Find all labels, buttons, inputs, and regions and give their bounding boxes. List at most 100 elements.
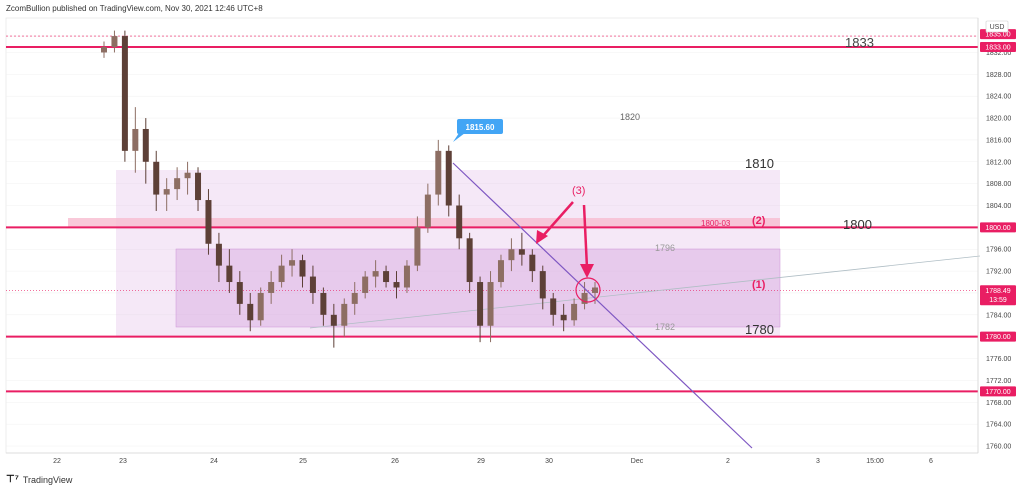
candle-body — [592, 287, 598, 293]
price-tag — [980, 331, 1016, 342]
candle-body — [132, 128, 139, 151]
price-tag — [980, 386, 1016, 397]
candle-body — [195, 172, 202, 201]
candles — [101, 30, 598, 348]
price-tick-label: 1772.00 — [986, 378, 1011, 385]
price-tick-label: 1824.00 — [986, 94, 1011, 101]
price-tag — [980, 285, 1016, 306]
time-tick-label: 26 — [391, 458, 399, 465]
high-callout-label: 1815.60 — [466, 123, 495, 132]
candle-body — [205, 200, 212, 244]
candle-body — [435, 150, 442, 195]
publisher-header: ZcomBullion published on TradingView.com… — [6, 4, 263, 13]
candle-body — [111, 36, 118, 47]
candle-body — [466, 238, 473, 283]
label-3: (3) — [572, 185, 585, 197]
candle-body — [236, 282, 243, 304]
time-tick-label: 29 — [477, 458, 485, 465]
price-tag-label: 1835.00 — [985, 32, 1010, 39]
price-tick-label: 1796.00 — [986, 247, 1011, 254]
level-label-1833: 1833 — [845, 35, 874, 50]
footer: ⊤⁷ TradingView — [6, 474, 72, 485]
zone-1800-03 — [68, 218, 780, 228]
price-tag-time: 13:59 — [989, 297, 1007, 304]
level-label-1820: 1820 — [620, 112, 640, 122]
price-tick-label: 1784.00 — [986, 312, 1011, 319]
price-tick-label: 1828.00 — [986, 72, 1011, 79]
candle-body — [362, 276, 369, 293]
tradingview-logo-icon[interactable]: ⊤⁷ — [6, 474, 19, 485]
time-axis[interactable]: 22 23 24 25 26 29 30 Dec 2 3 15:00 6 — [6, 452, 978, 465]
candle-body — [571, 303, 578, 321]
price-tag-label: 1800.00 — [985, 225, 1010, 232]
time-tick-label: 6 — [929, 458, 933, 465]
price-tick-label: 1820.00 — [986, 116, 1011, 123]
candle-body — [101, 47, 107, 53]
time-tick-label: 25 — [299, 458, 307, 465]
chart-grid — [5, 17, 979, 454]
label-2: (2) — [752, 215, 766, 227]
time-tick-label: 2 — [726, 458, 730, 465]
candle-body — [153, 161, 160, 195]
price-tick-label: 1832.00 — [986, 50, 1011, 57]
currency-badge — [985, 20, 1009, 33]
candle-body — [445, 150, 452, 206]
descending-trendline[interactable] — [452, 162, 753, 449]
time-tick-label: 23 — [119, 458, 127, 465]
price-tick-label: 1760.00 — [986, 444, 1011, 451]
price-axis[interactable]: 1760.00 1764.00 1768.00 1772.00 1776.00 1780.… — [977, 18, 1011, 453]
price-tag — [980, 42, 1016, 52]
time-tick-label: Dec — [631, 458, 644, 465]
level-label-1800: 1800 — [843, 217, 872, 232]
zone-label-1800-03: 1800-03 — [701, 219, 731, 228]
candle-body — [121, 36, 128, 151]
arrow-to-trendline — [536, 201, 574, 244]
candle-body — [487, 282, 494, 326]
time-tick-label: 30 — [545, 458, 553, 465]
level-label-1780: 1780 — [745, 322, 774, 337]
candle-body — [372, 271, 379, 277]
price-tick-label: 1764.00 — [986, 422, 1011, 429]
candle-body — [550, 298, 557, 315]
price-tick-label: 1768.00 — [986, 400, 1011, 407]
time-tick-label: 22 — [53, 458, 61, 465]
arrow-to-circle — [580, 204, 594, 278]
label-1: (1) — [752, 279, 766, 291]
candle-body — [142, 128, 149, 162]
price-tag-label: 1833.00 — [985, 45, 1010, 52]
price-tick-label: 1776.00 — [986, 356, 1011, 363]
candle-body — [268, 282, 275, 293]
price-tag-label: 1788.49 — [985, 288, 1010, 295]
candle-body — [539, 271, 546, 299]
level-label-1796: 1796 — [655, 243, 675, 253]
price-tag-label: 1770.00 — [985, 389, 1010, 396]
candle-body — [320, 292, 327, 315]
price-tick-label: 1812.00 — [986, 159, 1011, 166]
candle-body — [518, 249, 525, 255]
candle-body — [424, 194, 431, 228]
footer-brand[interactable]: TradingView — [22, 474, 73, 485]
candle-body — [341, 303, 348, 326]
candle-body — [309, 276, 316, 293]
candle-body — [247, 303, 254, 321]
candle-body — [351, 292, 358, 304]
candle-body — [456, 205, 463, 239]
current-price-circle — [575, 277, 601, 303]
candle-body — [497, 260, 504, 283]
candle-body — [174, 178, 181, 190]
level-label-1810: 1810 — [745, 156, 774, 171]
candle-body — [215, 243, 222, 266]
candle-body — [383, 271, 390, 283]
rising-line — [309, 255, 981, 329]
candle-body — [529, 254, 536, 272]
time-tick-label: 24 — [210, 458, 218, 465]
candle-body — [393, 282, 400, 288]
candle-body — [403, 265, 410, 288]
candle-body — [299, 260, 306, 277]
candle-body — [477, 282, 484, 326]
candle-body — [560, 314, 567, 321]
price-tags: 1835.00 1833.00 1800.00 1788.49 13:59 1780.00… — [980, 29, 1016, 397]
price-tick-label: 1792.00 — [986, 269, 1011, 276]
candle-body — [257, 292, 264, 321]
